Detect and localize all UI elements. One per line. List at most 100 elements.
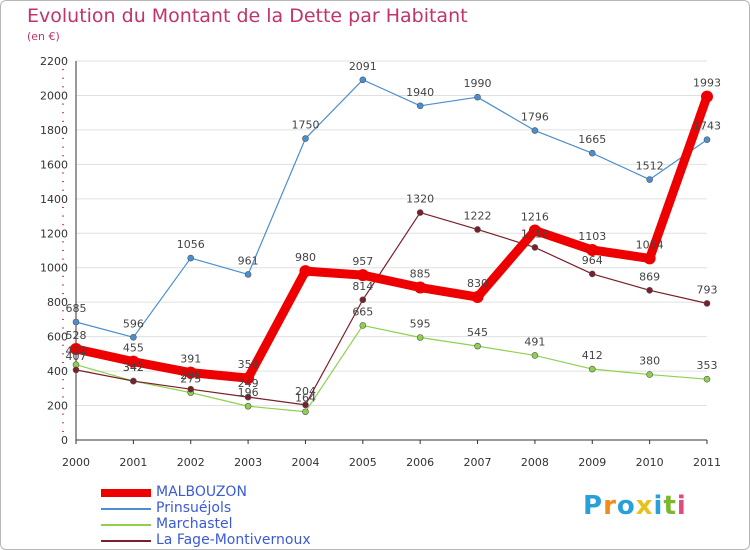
- data-label: 491: [524, 335, 545, 348]
- data-point: [244, 393, 252, 401]
- data-point: [703, 375, 711, 383]
- legend-swatch: [101, 508, 151, 510]
- x-tick-label: 2011: [693, 456, 721, 469]
- data-label: 412: [582, 349, 603, 362]
- series-line: [75, 79, 708, 338]
- x-tick-label: 2009: [578, 456, 606, 469]
- data-point: [474, 226, 481, 233]
- data-label: 342: [123, 361, 144, 374]
- data-label: 164: [295, 392, 316, 405]
- legend-label: MALBOUZON: [156, 484, 247, 500]
- data-label: 1796: [521, 111, 549, 124]
- data-point: [474, 342, 481, 350]
- y-tick-label: 0: [61, 434, 68, 447]
- x-tick-label: 2007: [464, 456, 492, 469]
- data-label: 204: [295, 385, 316, 398]
- x-tick-label: 2005: [349, 456, 377, 469]
- data-point: [70, 343, 82, 356]
- data-point: [127, 355, 140, 368]
- data-label: 793: [697, 283, 718, 296]
- legend-swatch: [101, 540, 151, 542]
- y-tick-label: 1200: [40, 227, 68, 240]
- data-label: 885: [410, 268, 431, 281]
- data-point: [646, 371, 653, 378]
- data-label: 1320: [406, 193, 434, 206]
- data-label: 964: [582, 254, 603, 267]
- data-point: [528, 224, 541, 237]
- data-label: 961: [238, 254, 259, 267]
- data-point: [187, 385, 195, 393]
- data-point: [414, 281, 427, 294]
- data-label: 1222: [464, 209, 492, 222]
- data-point: [244, 402, 252, 410]
- data-point: [416, 334, 424, 341]
- x-tick-label: 2002: [177, 456, 205, 469]
- data-label: 353: [697, 359, 718, 372]
- data-label: 380: [639, 355, 660, 368]
- data-label: 1054: [636, 238, 664, 251]
- data-point: [359, 296, 367, 304]
- data-point: [187, 254, 195, 262]
- data-label: 1750: [291, 119, 319, 132]
- data-point: [242, 372, 255, 385]
- legend-label: La Fage-Montivernoux: [156, 532, 311, 548]
- data-point: [703, 136, 711, 144]
- data-point: [244, 271, 252, 278]
- data-label: 596: [123, 317, 144, 330]
- data-label: 1665: [578, 133, 606, 146]
- data-point: [130, 377, 137, 385]
- data-point: [356, 269, 369, 282]
- y-tick-label: 2000: [40, 89, 68, 102]
- data-label: 665: [352, 305, 373, 318]
- data-label: 528: [66, 329, 87, 342]
- data-label: 295: [180, 369, 201, 382]
- data-label: 1993: [693, 77, 721, 90]
- data-label: 957: [352, 255, 373, 268]
- data-point: [299, 265, 312, 278]
- data-point: [130, 334, 137, 341]
- y-tick-label: 1600: [40, 158, 68, 171]
- data-point: [471, 291, 484, 304]
- data-label: 359: [238, 358, 259, 371]
- y-tick-label: 1400: [40, 193, 68, 206]
- data-point: [302, 401, 309, 409]
- data-point: [643, 252, 656, 265]
- legend-label: Marchastel: [156, 516, 233, 532]
- data-point: [588, 149, 596, 157]
- x-tick-label: 2001: [119, 456, 147, 469]
- data-label: 980: [295, 251, 316, 264]
- data-label: 595: [410, 317, 431, 330]
- data-label: 391: [180, 353, 201, 366]
- proxiti-logo: Proxiti: [583, 491, 687, 521]
- data-label: 275: [180, 373, 201, 386]
- data-label: 545: [467, 326, 488, 339]
- data-label: 249: [238, 377, 259, 390]
- data-label: 869: [639, 270, 660, 283]
- y-tick-label: 800: [47, 296, 68, 309]
- y-tick-label: 600: [47, 331, 68, 344]
- data-point: [359, 76, 367, 84]
- data-label: 830: [467, 277, 488, 290]
- data-point: [646, 176, 653, 183]
- y-tick-label: 200: [47, 400, 68, 413]
- data-point: [302, 408, 309, 416]
- data-label: 342: [123, 361, 144, 374]
- data-label: 1216: [521, 211, 549, 224]
- data-label: 1990: [464, 77, 492, 90]
- data-point: [359, 322, 367, 329]
- y-tick-label: 1800: [40, 124, 68, 137]
- legend-label: Prinsuéjols: [156, 500, 232, 516]
- x-tick-label: 2010: [636, 456, 664, 469]
- data-point: [588, 365, 596, 373]
- x-tick-label: 2000: [62, 456, 90, 469]
- data-label: 407: [66, 350, 87, 363]
- data-label: 685: [66, 302, 87, 315]
- series-line: [75, 212, 708, 406]
- data-point: [703, 300, 711, 307]
- data-point: [416, 102, 424, 110]
- legend-swatch: [101, 489, 151, 497]
- legend-swatch: [101, 524, 151, 526]
- series-line: [71, 92, 712, 383]
